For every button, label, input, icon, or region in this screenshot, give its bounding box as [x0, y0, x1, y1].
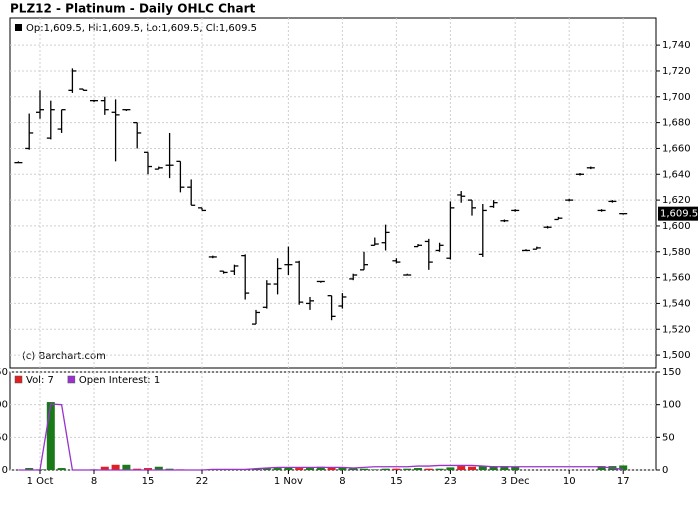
y-tick-label-left: 0: [2, 465, 8, 476]
volume-bar: [111, 464, 120, 470]
x-tick-label: 22: [196, 476, 209, 487]
y-tick-label-left: 150: [0, 367, 8, 378]
last-price-label: 1,609.5: [660, 209, 698, 220]
volume-bar: [597, 466, 606, 470]
volume-bar: [338, 467, 347, 470]
x-tick-label: 8: [339, 476, 345, 487]
last-price-box: [658, 206, 698, 221]
y-tick-label: 1,640: [662, 169, 691, 180]
x-tick-label: 1 Oct: [27, 476, 54, 487]
y-tick-label: 1,720: [662, 66, 691, 77]
y-tick-label: 0: [662, 465, 668, 476]
volume-bar: [57, 468, 66, 470]
legend-swatch: [15, 24, 22, 31]
y-tick-label: 1,620: [662, 195, 691, 206]
legend-text: Op:1,609.5, Hi:1,609.5, Lo:1,609.5, Cl:1…: [26, 23, 257, 34]
price-panel: [9, 17, 657, 369]
volume-bar: [446, 467, 455, 470]
volume-bar: [316, 466, 325, 470]
legend-swatch: [67, 375, 76, 384]
y-tick-label: 1,740: [662, 40, 691, 51]
volume-bar: [295, 468, 304, 470]
volume-bar: [284, 467, 293, 470]
y-tick-label: 1,500: [662, 350, 691, 361]
y-tick-label: 1,700: [662, 92, 691, 103]
x-tick-label: 15: [142, 476, 155, 487]
y-tick-label: 1,520: [662, 324, 691, 335]
x-tick-label: 1 Nov: [274, 476, 303, 487]
legend-label: Vol: 7: [26, 375, 54, 386]
volume-bar: [435, 468, 444, 470]
volume-bar: [403, 468, 412, 470]
volume-bar: [489, 466, 498, 470]
y-tick-label: 50: [662, 432, 675, 443]
volume-bar: [273, 468, 282, 470]
x-tick-label: 8: [91, 476, 97, 487]
y-tick-label: 1,540: [662, 298, 691, 309]
x-tick-label: 3 Dec: [501, 476, 530, 487]
volume-bar: [25, 468, 34, 470]
volume-bar: [252, 468, 260, 470]
x-tick-label: 23: [444, 476, 457, 487]
volume-bar: [381, 468, 390, 470]
volume-bar: [349, 468, 358, 470]
volume-bar: [392, 468, 401, 470]
volume-bar: [468, 466, 476, 470]
volume-bar: [262, 468, 271, 470]
y-tick-label: 1,680: [662, 118, 691, 129]
volume-bar: [100, 466, 109, 470]
legend-swatch: [14, 375, 23, 384]
volume-bar: [327, 467, 336, 470]
y-tick-label-left: 100: [0, 400, 8, 411]
chart-title: PLZ12 - Platinum - Daily OHLC Chart: [10, 2, 255, 16]
volume-bar: [500, 466, 509, 470]
volume-bar: [619, 465, 628, 470]
open-interest-line: [18, 403, 624, 471]
volume-bar: [424, 468, 433, 470]
volume-bar: [165, 468, 174, 470]
volume-bar: [46, 402, 55, 470]
y-tick-label: 1,660: [662, 143, 691, 154]
volume-bar: [457, 466, 466, 470]
volume-bar: [414, 468, 422, 470]
x-tick-label: 10: [563, 476, 576, 487]
y-tick-label: 150: [662, 367, 681, 378]
y-tick-label: 1,560: [662, 273, 691, 284]
y-tick-label-left: 50: [0, 432, 8, 443]
volume-bar: [511, 466, 520, 470]
volume-bar: [154, 466, 163, 470]
legend-label: Open Interest: 1: [79, 375, 160, 386]
y-tick-label: 1,580: [662, 247, 691, 258]
volume-bar: [133, 468, 142, 470]
volume-bar: [122, 464, 131, 470]
y-tick-label: 1,600: [662, 221, 691, 232]
volume-bar: [360, 468, 368, 470]
volume-bar: [370, 469, 379, 470]
x-tick-label: 15: [390, 476, 403, 487]
y-tick-label: 100: [662, 400, 681, 411]
volume-bar: [478, 466, 487, 470]
volume-panel: [9, 371, 657, 471]
watermark: (c) Barchart.com: [22, 351, 106, 362]
volume-bar: [306, 468, 314, 470]
volume-bar: [144, 468, 152, 470]
x-tick-label: 17: [617, 476, 630, 487]
